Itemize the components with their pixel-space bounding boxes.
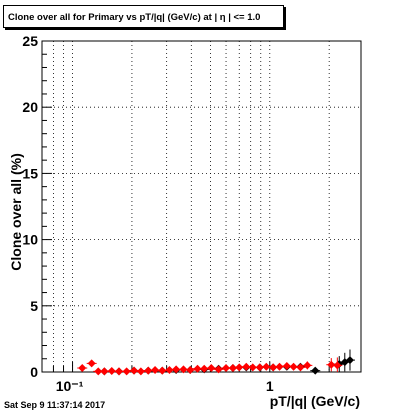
data-point — [242, 362, 251, 371]
timestamp-label: Sat Sep 9 11:37:14 2017 — [4, 400, 106, 410]
data-point — [303, 361, 312, 370]
data-point — [222, 364, 231, 373]
series-red — [77, 357, 343, 376]
data-point — [115, 367, 124, 376]
data-point — [87, 359, 96, 368]
data-point — [214, 365, 223, 374]
data-point — [130, 366, 139, 375]
data-point — [311, 366, 320, 375]
y-tick-label: 15 — [22, 165, 38, 181]
chart-title: Clone over all for Primary vs pT/|q| (Ge… — [8, 12, 261, 23]
y-tick-label: 20 — [22, 99, 38, 115]
x-axis-title: pT/|q| (GeV/c) — [270, 393, 360, 409]
data-point — [235, 363, 244, 372]
data-point — [158, 366, 167, 375]
data-point — [179, 365, 188, 374]
x-tick-label: 10⁻¹ — [56, 378, 84, 394]
y-tick-label: 0 — [30, 364, 38, 380]
data-points — [77, 349, 355, 376]
data-point — [289, 362, 298, 371]
data-point — [269, 363, 278, 372]
data-point — [136, 367, 145, 376]
data-point — [107, 366, 116, 375]
data-point — [327, 360, 336, 369]
x-tick-label: 1 — [266, 378, 274, 394]
data-point — [228, 364, 237, 373]
data-point — [193, 364, 202, 373]
y-axis-title: Clone over all (%) — [8, 153, 24, 270]
data-point — [100, 367, 109, 376]
y-tick-label: 5 — [30, 298, 38, 314]
data-point — [333, 361, 342, 370]
data-point — [200, 364, 209, 373]
data-point — [186, 366, 195, 375]
data-point — [275, 362, 284, 371]
data-point — [282, 362, 291, 371]
chart-title-box: Clone over all for Primary vs pT/|q| (Ge… — [3, 5, 284, 28]
data-point — [122, 367, 131, 376]
data-point — [78, 364, 87, 373]
plot-frame — [41, 40, 362, 373]
y-tick-label: 25 — [22, 33, 38, 49]
grid-lines — [41, 41, 361, 372]
axis-ticks — [41, 40, 330, 373]
data-point — [255, 363, 264, 372]
data-point — [262, 362, 271, 371]
data-point — [165, 366, 174, 375]
y-tick-label: 10 — [22, 232, 38, 248]
data-point — [172, 365, 181, 374]
data-point — [94, 367, 103, 376]
data-point — [151, 366, 160, 375]
data-point — [207, 364, 216, 373]
data-point — [144, 366, 153, 375]
axis-labels: Clone over all (%) pT/|q| (GeV/c) 0 5 10 15… — [8, 33, 360, 409]
data-point — [248, 363, 257, 372]
data-point — [345, 356, 354, 365]
data-point — [296, 363, 305, 372]
